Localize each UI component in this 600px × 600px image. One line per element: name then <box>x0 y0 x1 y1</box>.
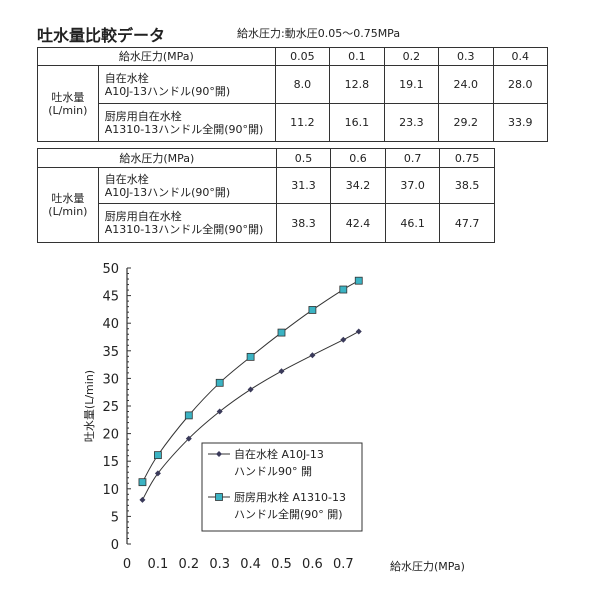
subtitle: 給水圧力:動水圧0.05〜0.75MPa <box>237 27 401 40</box>
pressure-cell: 0.6 <box>330 148 386 168</box>
data-point-diamond <box>216 451 222 457</box>
y-tick-label: 20 <box>102 428 119 443</box>
flow-value: 23.3 <box>383 103 440 142</box>
y-tick-label: 5 <box>111 510 119 525</box>
legend-label: 自在水栓 A10J-13 <box>234 447 324 461</box>
flow-value: 12.8 <box>329 65 385 104</box>
data-point-square <box>215 493 223 501</box>
data-point-square <box>354 276 363 285</box>
x-tick-label: 0.6 <box>302 557 323 572</box>
y-tick-label: 50 <box>102 262 119 277</box>
legend-label: 厨房用水栓 A1310-13 <box>234 490 346 504</box>
data-point-diamond <box>340 336 347 343</box>
data-point-square <box>308 306 317 314</box>
data-point-diamond <box>154 470 161 477</box>
flow-value: 28.0 <box>492 65 549 104</box>
data-point-square <box>153 451 162 460</box>
flow-value: 33.9 <box>492 103 549 142</box>
x-tick-label: 0.2 <box>178 557 199 572</box>
product-name: 自在水栓 A10J-13ハンドル(90°開) <box>97 65 276 104</box>
y-tick-label: 15 <box>102 455 119 470</box>
flow-table-2: 給水圧力(MPa) 0.5 0.6 0.7 0.75 吐水量 (L/min) 自在水栓 A10J… <box>37 148 495 243</box>
legend-label: ハンドル90° 開 <box>234 465 312 478</box>
row-group-label: 吐水量 (L/min) <box>37 65 99 142</box>
x-tick-label: 0.5 <box>271 557 292 572</box>
flow-value: 37.0 <box>384 167 441 204</box>
data-point-diamond <box>185 435 192 442</box>
data-point-diamond <box>216 408 223 415</box>
y-tick-label: 0 <box>111 538 119 553</box>
data-point-square <box>215 378 224 387</box>
data-point-square <box>184 411 193 420</box>
data-point-square <box>277 328 286 337</box>
y-tick-label: 30 <box>102 372 119 387</box>
data-point-diamond <box>247 386 254 393</box>
product-name: 自在水栓 A10J-13ハンドル(90°開) <box>97 167 277 204</box>
data-point-square <box>339 285 348 294</box>
flow-value: 16.1 <box>329 103 385 142</box>
x-tick-label: 0.1 <box>148 557 169 572</box>
flow-value: 38.5 <box>439 167 495 204</box>
data-point-diamond <box>139 496 146 503</box>
flow-value: 11.2 <box>274 103 331 142</box>
legend-box <box>201 442 363 532</box>
flow-value: 38.3 <box>275 203 332 243</box>
data-point-square <box>246 352 255 361</box>
x-tick-label: 0.7 <box>333 557 354 572</box>
page-title: 吐水量比較データ <box>37 26 166 45</box>
flow-value: 34.2 <box>330 167 386 204</box>
flow-value: 47.7 <box>439 203 495 243</box>
y-tick-label: 40 <box>102 317 119 332</box>
product-name: 厨房用自在水栓 A1310-13ハンドル全開(90°開) <box>97 203 277 243</box>
y-tick-label: 35 <box>102 345 119 360</box>
y-tick-label: 25 <box>102 400 119 415</box>
data-point-diamond <box>355 328 362 335</box>
x-tick-label: 0 <box>123 557 131 572</box>
x-tick-label: 0.4 <box>240 557 261 572</box>
flow-table-1: 給水圧力(MPa) 0.05 0.1 0.2 0.3 0.4 吐水量 (L/min) 自在水栓 A… <box>37 47 549 142</box>
y-axis-label: 吐水量(L/min) <box>83 370 96 442</box>
legend-label: ハンドル全開(90° 開) <box>234 507 343 521</box>
y-tick-label: 10 <box>102 483 119 498</box>
x-tick-label: 0.3 <box>209 557 230 572</box>
x-axis-label: 給水圧力(MPa) <box>390 559 465 573</box>
flow-value: 31.3 <box>275 167 332 204</box>
y-tick-label: 45 <box>102 290 119 305</box>
row-group-label: 吐水量 (L/min) <box>37 167 99 243</box>
flow-value: 42.4 <box>330 203 386 243</box>
data-point-square <box>138 478 147 487</box>
data-point-diamond <box>309 352 316 359</box>
product-name: 厨房用自在水栓 A1310-13ハンドル全開(90°開) <box>97 103 276 142</box>
data-point-diamond <box>278 368 285 375</box>
flow-value: 46.1 <box>384 203 441 243</box>
